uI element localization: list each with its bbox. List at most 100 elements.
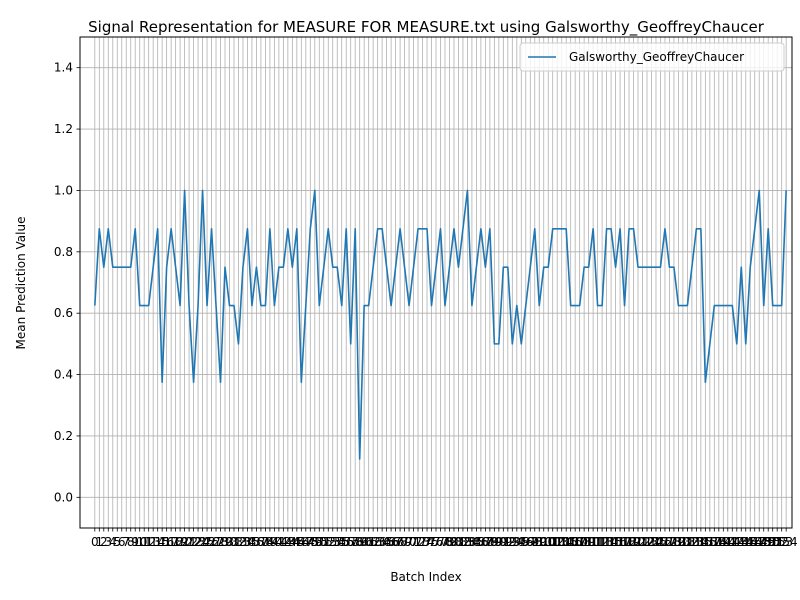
legend-label: Galsworthy_GeoffreyChaucer — [569, 50, 744, 64]
x-tick-label: 49 — [307, 535, 322, 549]
x-tick-label: 121 — [627, 535, 650, 549]
x-tick-label: 80 — [446, 535, 461, 549]
x-tick-label: 135 — [689, 535, 712, 549]
x-tick-label: 12 — [141, 535, 156, 549]
x-tick-label: 146 — [739, 535, 762, 549]
x-tick-label: 142 — [721, 535, 744, 549]
y-axis-label: Mean Prediction Value — [14, 217, 28, 350]
x-tick-label: 140 — [712, 535, 735, 549]
x-tick-label: 134 — [685, 535, 708, 549]
x-tick-label: 147 — [743, 535, 766, 549]
x-tick-label: 112 — [586, 535, 609, 549]
x-axis: 0123456789101112131415161718192021222324… — [91, 528, 798, 549]
x-tick-label: 66 — [383, 535, 398, 549]
y-tick-label: 0.0 — [54, 490, 73, 504]
y-tick-label: 1.2 — [54, 122, 73, 136]
x-tick-label: 103 — [546, 535, 569, 549]
y-tick-label: 1.0 — [54, 183, 73, 197]
x-tick-label: 31 — [226, 535, 241, 549]
x-tick-label: 104 — [550, 535, 573, 549]
x-tick-label: 81 — [451, 535, 466, 549]
x-tick-label: 131 — [671, 535, 694, 549]
x-tick-label: 79 — [442, 535, 457, 549]
x-tick-label: 21 — [181, 535, 196, 549]
x-axis-label: Batch Index — [390, 570, 461, 584]
x-tick-label: 87 — [478, 535, 493, 549]
x-tick-label: 120 — [622, 535, 645, 549]
x-tick-label: 88 — [482, 535, 497, 549]
chart-title: Signal Representation for MEASURE FOR ME… — [88, 18, 765, 37]
x-tick-label: 0 — [91, 535, 99, 549]
x-tick-label: 116 — [604, 535, 627, 549]
x-tick-label: 46 — [294, 535, 309, 549]
x-tick-label: 61 — [361, 535, 376, 549]
x-tick-label: 119 — [618, 535, 641, 549]
x-tick-label: 114 — [595, 535, 618, 549]
x-tick-label: 138 — [703, 535, 726, 549]
x-tick-label: 111 — [582, 535, 605, 549]
x-tick-label: 60 — [357, 535, 372, 549]
x-tick-label: 133 — [680, 535, 703, 549]
y-tick-label: 0.2 — [54, 429, 73, 443]
series-layer — [94, 189, 787, 460]
legend: Galsworthy_GeoffreyChaucer — [519, 42, 785, 72]
x-tick-label: 40 — [267, 535, 282, 549]
x-tick-label: 51 — [316, 535, 331, 549]
x-tick-label: 63 — [370, 535, 385, 549]
x-tick-label: 58 — [348, 535, 363, 549]
x-tick-label: 89 — [487, 535, 502, 549]
series-line-galsworthy-geoffreychaucer — [94, 189, 787, 460]
x-tick-label: 128 — [658, 535, 681, 549]
x-tick-label: 86 — [473, 535, 488, 549]
x-tick-label: 41 — [271, 535, 286, 549]
x-tick-label: 122 — [631, 535, 654, 549]
x-tick-label: 113 — [591, 535, 614, 549]
x-tick-label: 92 — [500, 535, 515, 549]
x-tick-label: 117 — [609, 535, 632, 549]
x-tick-label: 50 — [312, 535, 327, 549]
x-tick-label: 8 — [127, 535, 135, 549]
x-tick-label: 25 — [199, 535, 214, 549]
x-tick-label: 68 — [392, 535, 407, 549]
x-tick-label: 106 — [559, 535, 582, 549]
x-tick-label: 19 — [172, 535, 187, 549]
y-axis: 0.0 0.2 0.4 0.6 0.8 1.0 1.2 1.4 — [54, 61, 80, 504]
x-tick-label: 137 — [698, 535, 721, 549]
x-tick-label: 72 — [410, 535, 425, 549]
x-tick-label: 153 — [770, 535, 793, 549]
x-tick-label: 108 — [568, 535, 591, 549]
x-tick-label: 100 — [532, 535, 555, 549]
y-tick-label: 0.4 — [54, 368, 73, 382]
grid — [80, 37, 792, 528]
x-tick-label: 47 — [298, 535, 313, 549]
x-tick-label: 52 — [321, 535, 336, 549]
x-tick-label: 22 — [186, 535, 201, 549]
x-tick-label: 34 — [240, 535, 255, 549]
x-tick-label: 77 — [433, 535, 448, 549]
x-tick-label: 56 — [339, 535, 354, 549]
x-tick-label: 65 — [379, 535, 394, 549]
x-tick-label: 29 — [217, 535, 232, 549]
x-tick-label: 30 — [222, 535, 237, 549]
x-tick-label: 71 — [406, 535, 421, 549]
x-tick-label: 36 — [249, 535, 264, 549]
x-tick-label: 149 — [752, 535, 775, 549]
x-tick-label: 2 — [100, 535, 108, 549]
x-tick-label: 39 — [262, 535, 277, 549]
x-tick-label: 37 — [253, 535, 268, 549]
x-tick-label: 7 — [122, 535, 130, 549]
x-tick-label: 74 — [419, 535, 434, 549]
y-tick-label: 0.6 — [54, 306, 73, 320]
x-tick-label: 28 — [213, 535, 228, 549]
x-tick-label: 15 — [155, 535, 170, 549]
x-tick-label: 99 — [532, 535, 547, 549]
x-tick-label: 5 — [113, 535, 121, 549]
x-tick-label: 152 — [766, 535, 789, 549]
x-tick-label: 26 — [204, 535, 219, 549]
x-tick-label: 33 — [235, 535, 250, 549]
x-tick-label: 145 — [734, 535, 757, 549]
x-tick-label: 115 — [600, 535, 623, 549]
x-tick-label: 17 — [163, 535, 178, 549]
x-tick-label: 82 — [455, 535, 470, 549]
